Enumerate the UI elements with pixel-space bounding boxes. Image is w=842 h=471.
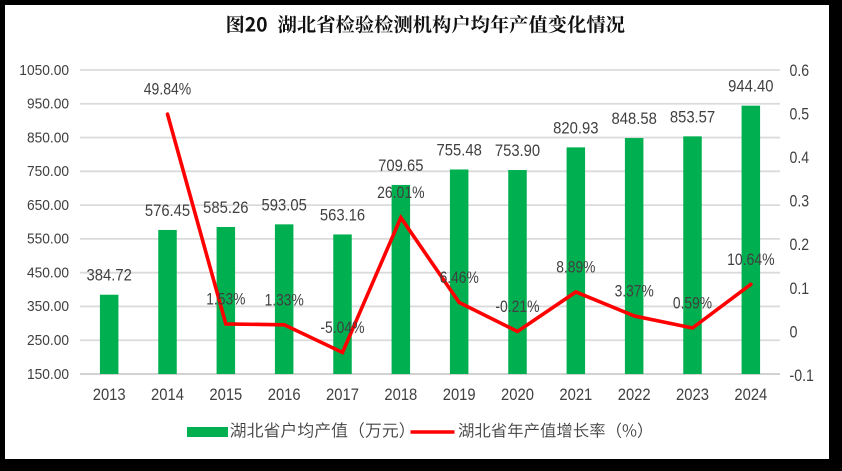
svg-text:593.05: 593.05 — [262, 195, 307, 214]
svg-text:755.48: 755.48 — [437, 140, 482, 159]
svg-text:820.93: 820.93 — [553, 118, 598, 137]
svg-text:2020: 2020 — [501, 386, 534, 404]
svg-text:49.84%: 49.84% — [144, 80, 192, 99]
svg-text:709.65: 709.65 — [378, 156, 423, 175]
svg-text:0.2: 0.2 — [790, 236, 810, 254]
svg-text:1.33%: 1.33% — [265, 290, 304, 309]
svg-text:26.01%: 26.01% — [377, 183, 425, 202]
svg-text:8.89%: 8.89% — [556, 257, 595, 276]
svg-text:-5.04%: -5.04% — [320, 318, 364, 337]
svg-text:853.57: 853.57 — [670, 107, 715, 126]
svg-text:-0.21%: -0.21% — [495, 297, 539, 316]
svg-text:2023: 2023 — [676, 386, 709, 404]
svg-text:2015: 2015 — [209, 386, 242, 404]
svg-text:250.00: 250.00 — [27, 332, 69, 349]
svg-text:384.72: 384.72 — [87, 266, 132, 285]
svg-text:10.64%: 10.64% — [727, 250, 775, 269]
svg-text:753.90: 753.90 — [495, 141, 540, 160]
svg-text:0.5: 0.5 — [790, 106, 810, 124]
svg-text:850.00: 850.00 — [27, 129, 69, 146]
svg-text:750.00: 750.00 — [27, 163, 69, 180]
svg-text:450.00: 450.00 — [27, 264, 69, 281]
svg-text:-0.1: -0.1 — [790, 367, 814, 385]
svg-text:0.3: 0.3 — [790, 193, 810, 211]
svg-text:848.58: 848.58 — [612, 109, 657, 128]
svg-text:576.45: 576.45 — [145, 201, 190, 220]
svg-text:2016: 2016 — [268, 386, 301, 404]
svg-text:0.59%: 0.59% — [673, 294, 712, 313]
svg-text:650.00: 650.00 — [27, 197, 69, 214]
svg-text:2018: 2018 — [384, 386, 417, 404]
svg-text:550.00: 550.00 — [27, 231, 69, 248]
svg-text:2017: 2017 — [326, 386, 359, 404]
svg-text:944.40: 944.40 — [728, 77, 773, 96]
svg-text:2024: 2024 — [734, 386, 767, 404]
svg-text:2022: 2022 — [618, 386, 651, 404]
svg-text:950.00: 950.00 — [27, 96, 69, 113]
svg-text:563.16: 563.16 — [320, 205, 365, 224]
svg-text:1050.00: 1050.00 — [19, 62, 69, 79]
svg-text:6.46%: 6.46% — [440, 268, 479, 287]
svg-text:1.53%: 1.53% — [206, 289, 245, 308]
svg-text:0: 0 — [790, 323, 798, 341]
svg-text:350.00: 350.00 — [27, 298, 69, 315]
svg-text:2014: 2014 — [151, 386, 184, 404]
svg-text:2021: 2021 — [559, 386, 592, 404]
svg-text:150.00: 150.00 — [27, 366, 69, 383]
svg-text:0.6: 0.6 — [790, 62, 810, 80]
svg-text:3.37%: 3.37% — [615, 281, 654, 300]
svg-text:2013: 2013 — [93, 386, 126, 404]
svg-text:585.26: 585.26 — [203, 198, 248, 217]
svg-text:0.1: 0.1 — [790, 280, 810, 298]
svg-text:0.4: 0.4 — [790, 149, 810, 167]
svg-text:2019: 2019 — [443, 386, 476, 404]
